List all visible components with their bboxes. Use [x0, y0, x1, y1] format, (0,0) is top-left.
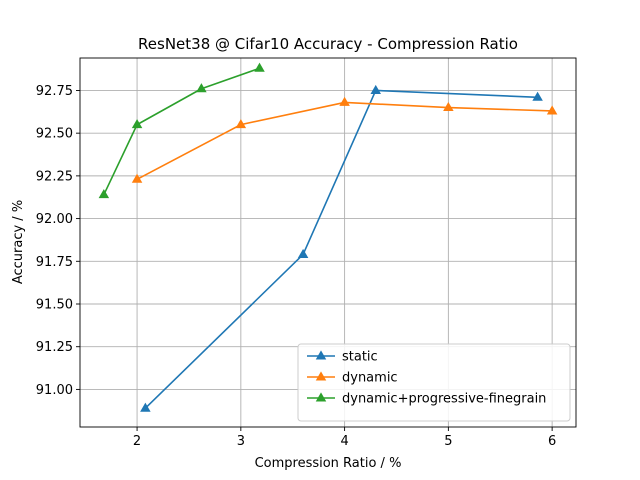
data-point	[297, 248, 309, 258]
y-axis-label: Accuracy / %	[11, 200, 26, 284]
series-1	[140, 84, 543, 412]
data-point	[532, 91, 543, 101]
x-tick-label: 3	[237, 434, 245, 449]
legend-item: static	[307, 350, 378, 365]
data-point	[370, 84, 381, 94]
ticks: 2 3 4 5 6 91.00 91.25 91.50 91.75 92.00 92.25 92.50…	[36, 84, 556, 449]
data-point	[131, 173, 143, 183]
y-tick-label: 92.00	[36, 212, 73, 227]
legend: static dynamic dynamic+progressive-finegra…	[297, 343, 571, 422]
data-point	[339, 96, 350, 106]
legend-marker	[315, 371, 327, 381]
legend-label: dynamic+progressive-finegrain	[342, 392, 546, 407]
y-tick-label: 91.25	[36, 340, 73, 355]
legend-marker	[315, 350, 327, 360]
y-tick-label: 92.25	[36, 169, 73, 184]
series-line	[103, 67, 260, 196]
data-point	[254, 62, 265, 72]
data-point	[140, 402, 151, 412]
data-point	[546, 105, 558, 115]
legend-label: static	[342, 350, 378, 365]
series-line	[144, 89, 538, 409]
data-point	[443, 101, 454, 112]
data-point	[196, 83, 207, 93]
y-tick-label: 91.00	[36, 383, 73, 398]
x-tick-label: 6	[548, 434, 556, 449]
data-point	[98, 189, 110, 199]
legend-box	[297, 343, 571, 422]
legend-item: dynamic+progressive-finegrain	[307, 392, 546, 407]
x-tick-label: 4	[340, 434, 348, 449]
y-tick-label: 91.50	[36, 298, 73, 313]
y-tick-label: 92.50	[36, 127, 73, 142]
legend-label: dynamic	[342, 371, 398, 386]
legend-marker	[315, 392, 327, 402]
x-axis-label: Compression Ratio / %	[255, 456, 402, 471]
series-3	[98, 62, 265, 199]
data-point	[131, 119, 143, 129]
x-tick-label: 2	[133, 434, 141, 449]
chart-title: ResNet38 @ Cifar10 Accuracy - Compressio…	[138, 35, 518, 53]
x-tick-label: 5	[444, 434, 452, 449]
y-tick-label: 91.75	[36, 255, 73, 270]
legend-item: dynamic	[307, 371, 398, 386]
series-2	[131, 96, 558, 183]
series-layer	[98, 62, 558, 412]
data-point	[235, 119, 247, 129]
y-tick-label: 92.75	[36, 84, 73, 99]
axes-frame	[79, 57, 577, 428]
